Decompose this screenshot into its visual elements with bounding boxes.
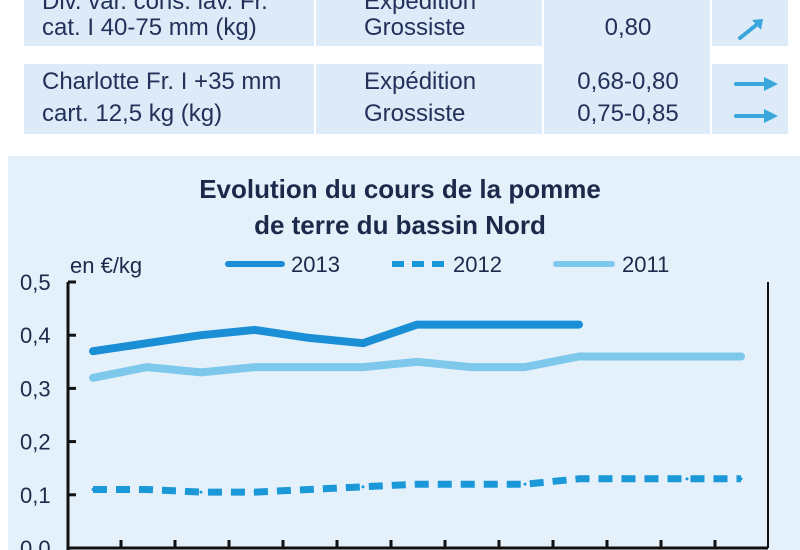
data-point-2012 [199,490,203,494]
trend-up-icon [738,19,763,40]
market-cell-bg [316,64,542,134]
series-line-2011 [89,352,745,382]
legend-label-2012: 2012 [453,252,502,277]
legend-label-2011: 2011 [622,252,669,277]
trend-stable-icon [734,109,778,123]
product-name-line: cart. 12,5 kg (kg) [42,100,223,127]
data-point-2012 [361,485,365,489]
legend-label-2013: 2013 [291,252,340,277]
trend-cell-bg [712,64,788,134]
price-cell-bg [544,46,710,134]
price-cell-bg [544,0,710,46]
data-point-2011 [145,365,149,369]
data-point-2011 [631,354,635,358]
data-point-2012 [739,477,743,481]
trend-cell-bg [712,0,788,46]
data-point-2012 [631,477,635,481]
data-point-2013 [415,323,419,327]
trend-stable-icon [734,77,778,91]
data-point-2013 [199,333,203,337]
data-point-2012 [577,477,581,481]
data-point-2013 [577,323,581,327]
y-tick-label: 0,3 [20,376,51,401]
data-point-2012 [91,487,95,491]
data-point-2011 [91,376,95,380]
product-cell-bg [24,0,314,46]
data-point-2013 [523,323,527,327]
data-point-2011 [685,354,689,358]
price-value: 0,68-0,80 [577,68,679,95]
data-point-2013 [361,341,365,345]
product-name-line: Div. var. cons. lav. Fr. [42,0,268,15]
price-value: 0,75-0,85 [577,100,679,127]
y-tick-label: 0,2 [20,430,51,455]
data-point-2012 [307,487,311,491]
data-point-2013 [145,341,149,345]
product-name-line: Charlotte Fr. I +35 mm [42,68,282,95]
data-point-2013 [91,349,95,353]
data-point-2011 [523,365,527,369]
data-point-2011 [739,354,743,358]
data-point-2012 [253,490,257,494]
market-cell-bg [316,0,542,46]
product-cell-bg [24,64,314,134]
data-point-2011 [577,354,581,358]
data-point-2011 [469,365,473,369]
market-name: Grossiste [364,100,466,127]
market-name: Grossiste [364,14,466,41]
market-name: Expédition [364,0,477,15]
data-point-2011 [253,365,257,369]
data-point-2012 [145,487,149,491]
data-point-2012 [469,482,473,486]
data-point-2011 [415,360,419,364]
y-axis-label: en €/kg [70,253,142,278]
data-point-2011 [361,365,365,369]
y-tick-label: 0,0 [20,536,51,550]
data-point-2011 [199,370,203,374]
y-tick-label: 0,4 [20,323,51,348]
data-point-2013 [307,336,311,340]
price-value: 0,80 [604,14,652,41]
data-point-2013 [469,323,473,327]
market-name: Expédition [364,68,477,95]
price-table: Div. var. cons. lav. Fr. cat. I 40-75 mm… [0,0,800,150]
data-point-2012 [685,477,689,481]
y-tick-label: 0,1 [20,483,51,508]
product-name-line: cat. I 40-75 mm (kg) [42,14,257,41]
chart-title-line: de terre du bassin Nord [254,210,546,240]
data-point-2011 [307,365,311,369]
chart-title-line: Evolution du cours de la pomme [199,174,601,204]
data-point-2013 [253,328,257,332]
data-point-2012 [523,482,527,486]
series-line-2013 [89,320,583,356]
data-point-2012 [415,482,419,486]
y-tick-label: 0,5 [20,270,51,295]
